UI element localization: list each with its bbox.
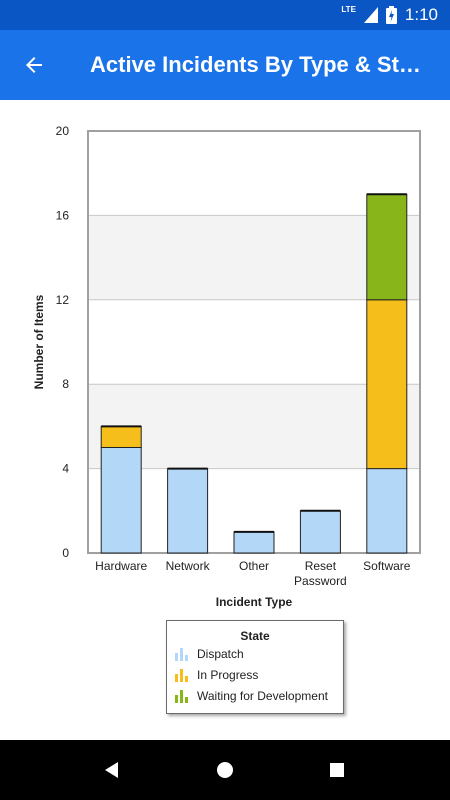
battery-charging-icon bbox=[385, 6, 397, 24]
plot-band bbox=[88, 215, 420, 300]
stacked-bar-chart: 0 4 8 12 16 20 Hardware Network Other ResetPasswo… bbox=[32, 124, 421, 609]
x-tick-label: Password bbox=[294, 574, 347, 588]
x-tick-label: Reset bbox=[305, 559, 337, 573]
legend-item: In Progress bbox=[167, 664, 343, 685]
legend-swatch-icon bbox=[175, 668, 189, 682]
y-tick-label: 4 bbox=[62, 462, 69, 476]
x-tick-label: Software bbox=[363, 559, 411, 573]
home-circle-icon bbox=[217, 762, 233, 778]
chart-content: 0 4 8 12 16 20 Hardware Network Other Reset Passwo… bbox=[0, 100, 450, 740]
nav-home-button[interactable] bbox=[195, 740, 255, 800]
chart-legend: State Dispatch In Progress Waiting for Dev… bbox=[166, 620, 344, 714]
x-tick-label: Hardware bbox=[95, 559, 147, 573]
network-type-label: LTE bbox=[341, 4, 356, 14]
status-time: 1:10 bbox=[404, 5, 438, 24]
bar-segment bbox=[366, 299, 408, 470]
app-bar: Active Incidents By Type & St… bbox=[0, 30, 450, 100]
y-tick-label: 8 bbox=[62, 377, 69, 391]
arrow-left-icon bbox=[26, 57, 42, 73]
bar-segment bbox=[167, 468, 209, 554]
status-bar: LTE 1:10 bbox=[0, 0, 450, 30]
recents-square-icon bbox=[330, 763, 344, 777]
bar-segment bbox=[299, 510, 341, 554]
legend-label: Dispatch bbox=[197, 646, 244, 661]
y-axis-title: Number of Items bbox=[32, 294, 46, 389]
x-axis-title: Incident Type bbox=[216, 595, 293, 609]
back-button[interactable] bbox=[14, 47, 54, 83]
y-tick-label: 12 bbox=[56, 293, 70, 307]
status-icons: LTE 1:10 bbox=[341, 0, 438, 30]
legend-swatch-icon bbox=[175, 647, 189, 661]
legend-label: In Progress bbox=[197, 667, 259, 682]
bar-segment bbox=[233, 531, 275, 554]
bar-segment bbox=[366, 468, 408, 554]
x-tick-label: Network bbox=[166, 559, 211, 573]
y-tick-label: 0 bbox=[62, 546, 69, 560]
legend-label: Waiting for Development bbox=[197, 688, 328, 703]
y-tick-label: 16 bbox=[56, 208, 70, 222]
page-title: Active Incidents By Type & St… bbox=[90, 52, 421, 77]
bar-segment bbox=[100, 425, 142, 448]
system-nav-bar bbox=[0, 740, 450, 800]
legend-item: Dispatch bbox=[167, 643, 343, 664]
bar-segment bbox=[366, 193, 408, 301]
legend-item: Waiting for Development bbox=[167, 685, 343, 706]
legend-title: State bbox=[240, 629, 270, 643]
plot-band bbox=[88, 384, 420, 469]
nav-recents-button[interactable] bbox=[307, 740, 367, 800]
plot-band bbox=[88, 131, 420, 216]
bar-segment bbox=[100, 447, 142, 554]
nav-back-button[interactable] bbox=[82, 740, 142, 800]
legend-swatch-icon bbox=[175, 689, 189, 703]
signal-icon bbox=[363, 7, 378, 23]
y-tick-label: 20 bbox=[56, 124, 70, 138]
plot-band bbox=[88, 299, 420, 385]
x-tick-label: Other bbox=[239, 559, 269, 573]
back-triangle-icon bbox=[105, 762, 118, 778]
